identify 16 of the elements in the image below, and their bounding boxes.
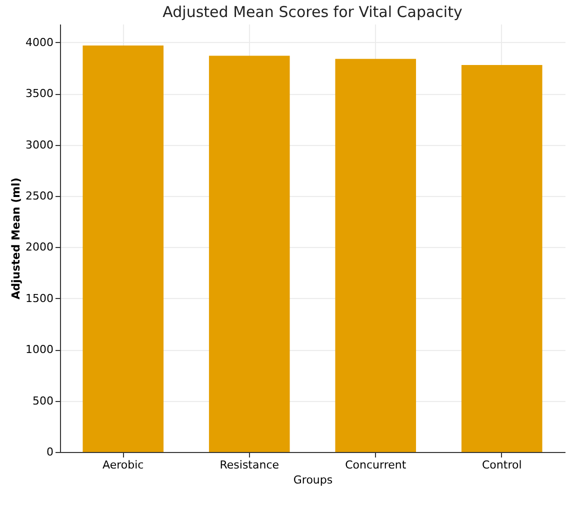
y-axis-title: Adjusted Mean (ml) [10, 178, 23, 300]
x-tick-label: Concurrent [345, 458, 407, 472]
y-tick-label: 2000 [26, 240, 54, 254]
x-tick-label: Resistance [220, 458, 280, 472]
y-tick-label: 3500 [26, 87, 54, 100]
y-tick-label: 1500 [26, 292, 54, 305]
y-tick-label: 1000 [26, 343, 54, 356]
y-tick-label: 0 [46, 446, 54, 458]
y-tick-label: 500 [32, 394, 54, 408]
y-tick-label: 3000 [26, 138, 54, 152]
x-axis-title: Groups [293, 474, 333, 486]
y-tick-label: 2500 [26, 190, 54, 203]
chart-title: Adjusted Mean Scores for Vital Capacity [162, 3, 462, 21]
y-tick-label: 4000 [26, 36, 54, 49]
x-tick-label: Control [482, 458, 522, 472]
x-tick-label: Aerobic [102, 458, 144, 472]
